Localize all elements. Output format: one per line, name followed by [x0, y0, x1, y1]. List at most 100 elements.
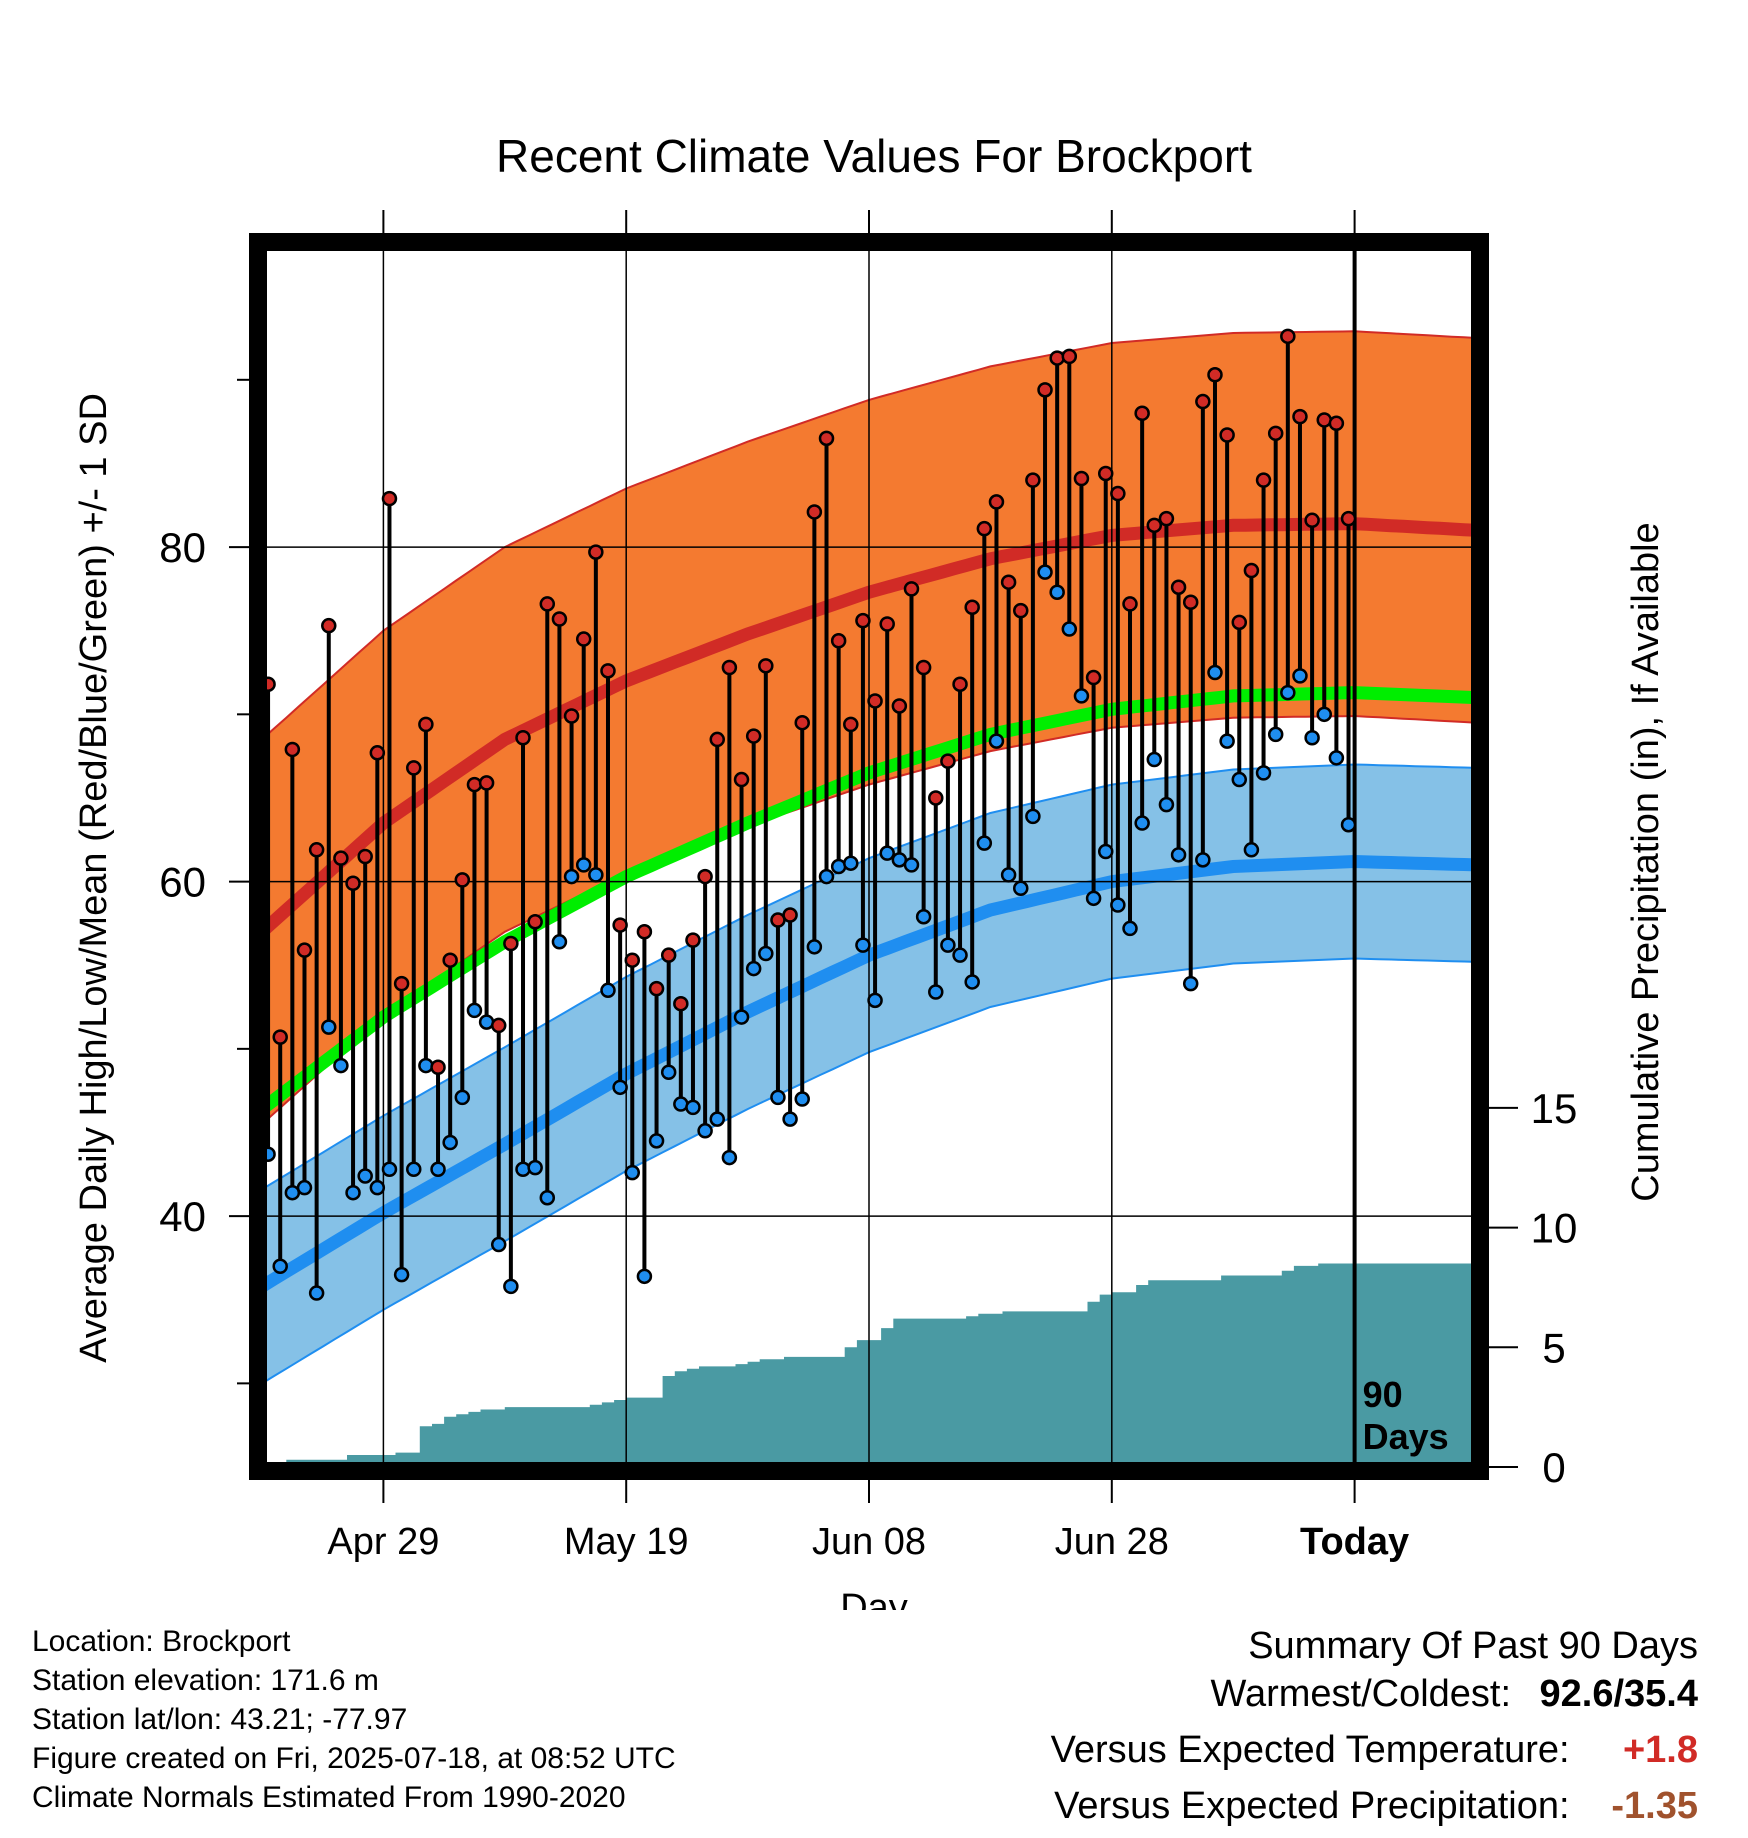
low-point: [1097, 843, 1114, 860]
high-point: [539, 596, 556, 612]
normals-text: Climate Normals Estimated From 1990-2020: [32, 1781, 626, 1814]
low-point: [928, 984, 944, 1000]
low-point: [600, 982, 616, 999]
low-point: [745, 960, 762, 977]
low-point: [758, 945, 774, 962]
high-point: [818, 430, 835, 447]
low-point: [393, 1266, 410, 1283]
high-point: [308, 842, 325, 858]
low-point: [1061, 621, 1078, 637]
high-point: [1073, 470, 1090, 487]
high-point: [1013, 602, 1029, 619]
high-point: [284, 741, 301, 758]
x-tick-label: Jun 28: [1055, 1521, 1169, 1563]
high-point: [1195, 393, 1211, 410]
low-point: [1049, 584, 1065, 600]
low-point: [381, 1161, 398, 1178]
low-point: [345, 1184, 361, 1201]
high-point: [1170, 579, 1187, 595]
high-point: [1097, 465, 1114, 482]
high-point: [636, 924, 653, 940]
high-point: [1182, 594, 1199, 611]
summary-title: Summary Of Past 90 Days: [1248, 1625, 1698, 1667]
high-point: [940, 753, 956, 769]
high-point: [733, 771, 750, 788]
low-point: [503, 1278, 519, 1295]
high-point: [551, 611, 568, 627]
low-point: [1158, 796, 1175, 813]
low-point: [952, 947, 968, 963]
high-point: [600, 663, 616, 679]
warmest-coldest-label: Warmest/Coldest:: [1210, 1673, 1512, 1715]
high-point: [466, 776, 483, 793]
high-point: [806, 504, 823, 520]
low-point: [1134, 815, 1150, 831]
high-point: [1304, 512, 1320, 529]
high-point: [782, 907, 798, 923]
precip-anomaly-value: -1.35: [1611, 1785, 1698, 1827]
created-text: Figure created on Fri, 2025-07-18, at 08…: [32, 1742, 676, 1775]
plot-frame: [249, 233, 1489, 1480]
high-point: [843, 716, 859, 733]
low-point: [466, 1002, 483, 1019]
y-tick-label: 40: [159, 1193, 206, 1240]
high-point: [321, 617, 337, 634]
low-point: [818, 868, 835, 885]
low-point: [1292, 668, 1308, 684]
high-point: [563, 708, 580, 724]
high-point: [685, 932, 701, 948]
low-point: [1170, 847, 1187, 863]
low-point: [782, 1111, 798, 1127]
high-point: [952, 676, 968, 692]
temp-anomaly-value: +1.8: [1622, 1729, 1698, 1771]
low-point: [588, 867, 604, 883]
today-days-line: 90: [1363, 1374, 1403, 1415]
low-point: [648, 1133, 665, 1149]
plot-content: 90 Days: [262, 246, 1476, 1467]
low-point: [333, 1057, 349, 1074]
precip-anomaly-label: Versus Expected Precipitation:: [1054, 1785, 1570, 1827]
low-point: [867, 992, 883, 1009]
low-point: [636, 1268, 653, 1285]
high-point: [345, 875, 361, 892]
low-point: [1073, 688, 1090, 704]
low-point: [843, 855, 859, 871]
low-point: [660, 1064, 677, 1081]
low-point: [855, 937, 871, 953]
low-point: [733, 1009, 750, 1025]
high-point: [867, 693, 883, 709]
low-point: [1013, 880, 1029, 897]
high-point: [333, 850, 349, 866]
high-point: [1267, 425, 1284, 442]
y-tick-label: 60: [159, 859, 206, 906]
precip-anomaly-row: Versus Expected Precipitation: -1.35: [1051, 1782, 1698, 1838]
high-point: [1110, 485, 1126, 502]
y-tick-label: 80: [159, 524, 206, 571]
chart-title: Recent Climate Values For Brockport: [496, 130, 1252, 182]
low-point: [1255, 765, 1272, 781]
high-point: [369, 745, 386, 761]
low-point: [454, 1089, 471, 1106]
y-axis-label: Average Daily High/Low/Mean (Red/Blue/Gr…: [73, 393, 115, 1363]
low-point: [879, 845, 895, 861]
low-point: [964, 974, 980, 990]
high-point: [1037, 382, 1053, 398]
high-point: [1243, 562, 1260, 579]
low-point: [1207, 664, 1223, 681]
high-point: [758, 658, 774, 674]
low-point: [539, 1189, 556, 1206]
low-point: [418, 1057, 434, 1074]
low-point: [357, 1168, 373, 1184]
high-point: [660, 947, 677, 963]
high-point: [1340, 510, 1357, 527]
low-point: [806, 939, 823, 955]
low-point: [321, 1019, 337, 1035]
high-point: [381, 490, 398, 507]
low-point: [988, 733, 1005, 749]
high-point: [830, 632, 847, 649]
high-point: [1122, 596, 1138, 612]
high-point: [1061, 348, 1078, 365]
low-point: [1000, 867, 1017, 883]
high-point: [588, 544, 604, 560]
high-point: [454, 872, 471, 888]
